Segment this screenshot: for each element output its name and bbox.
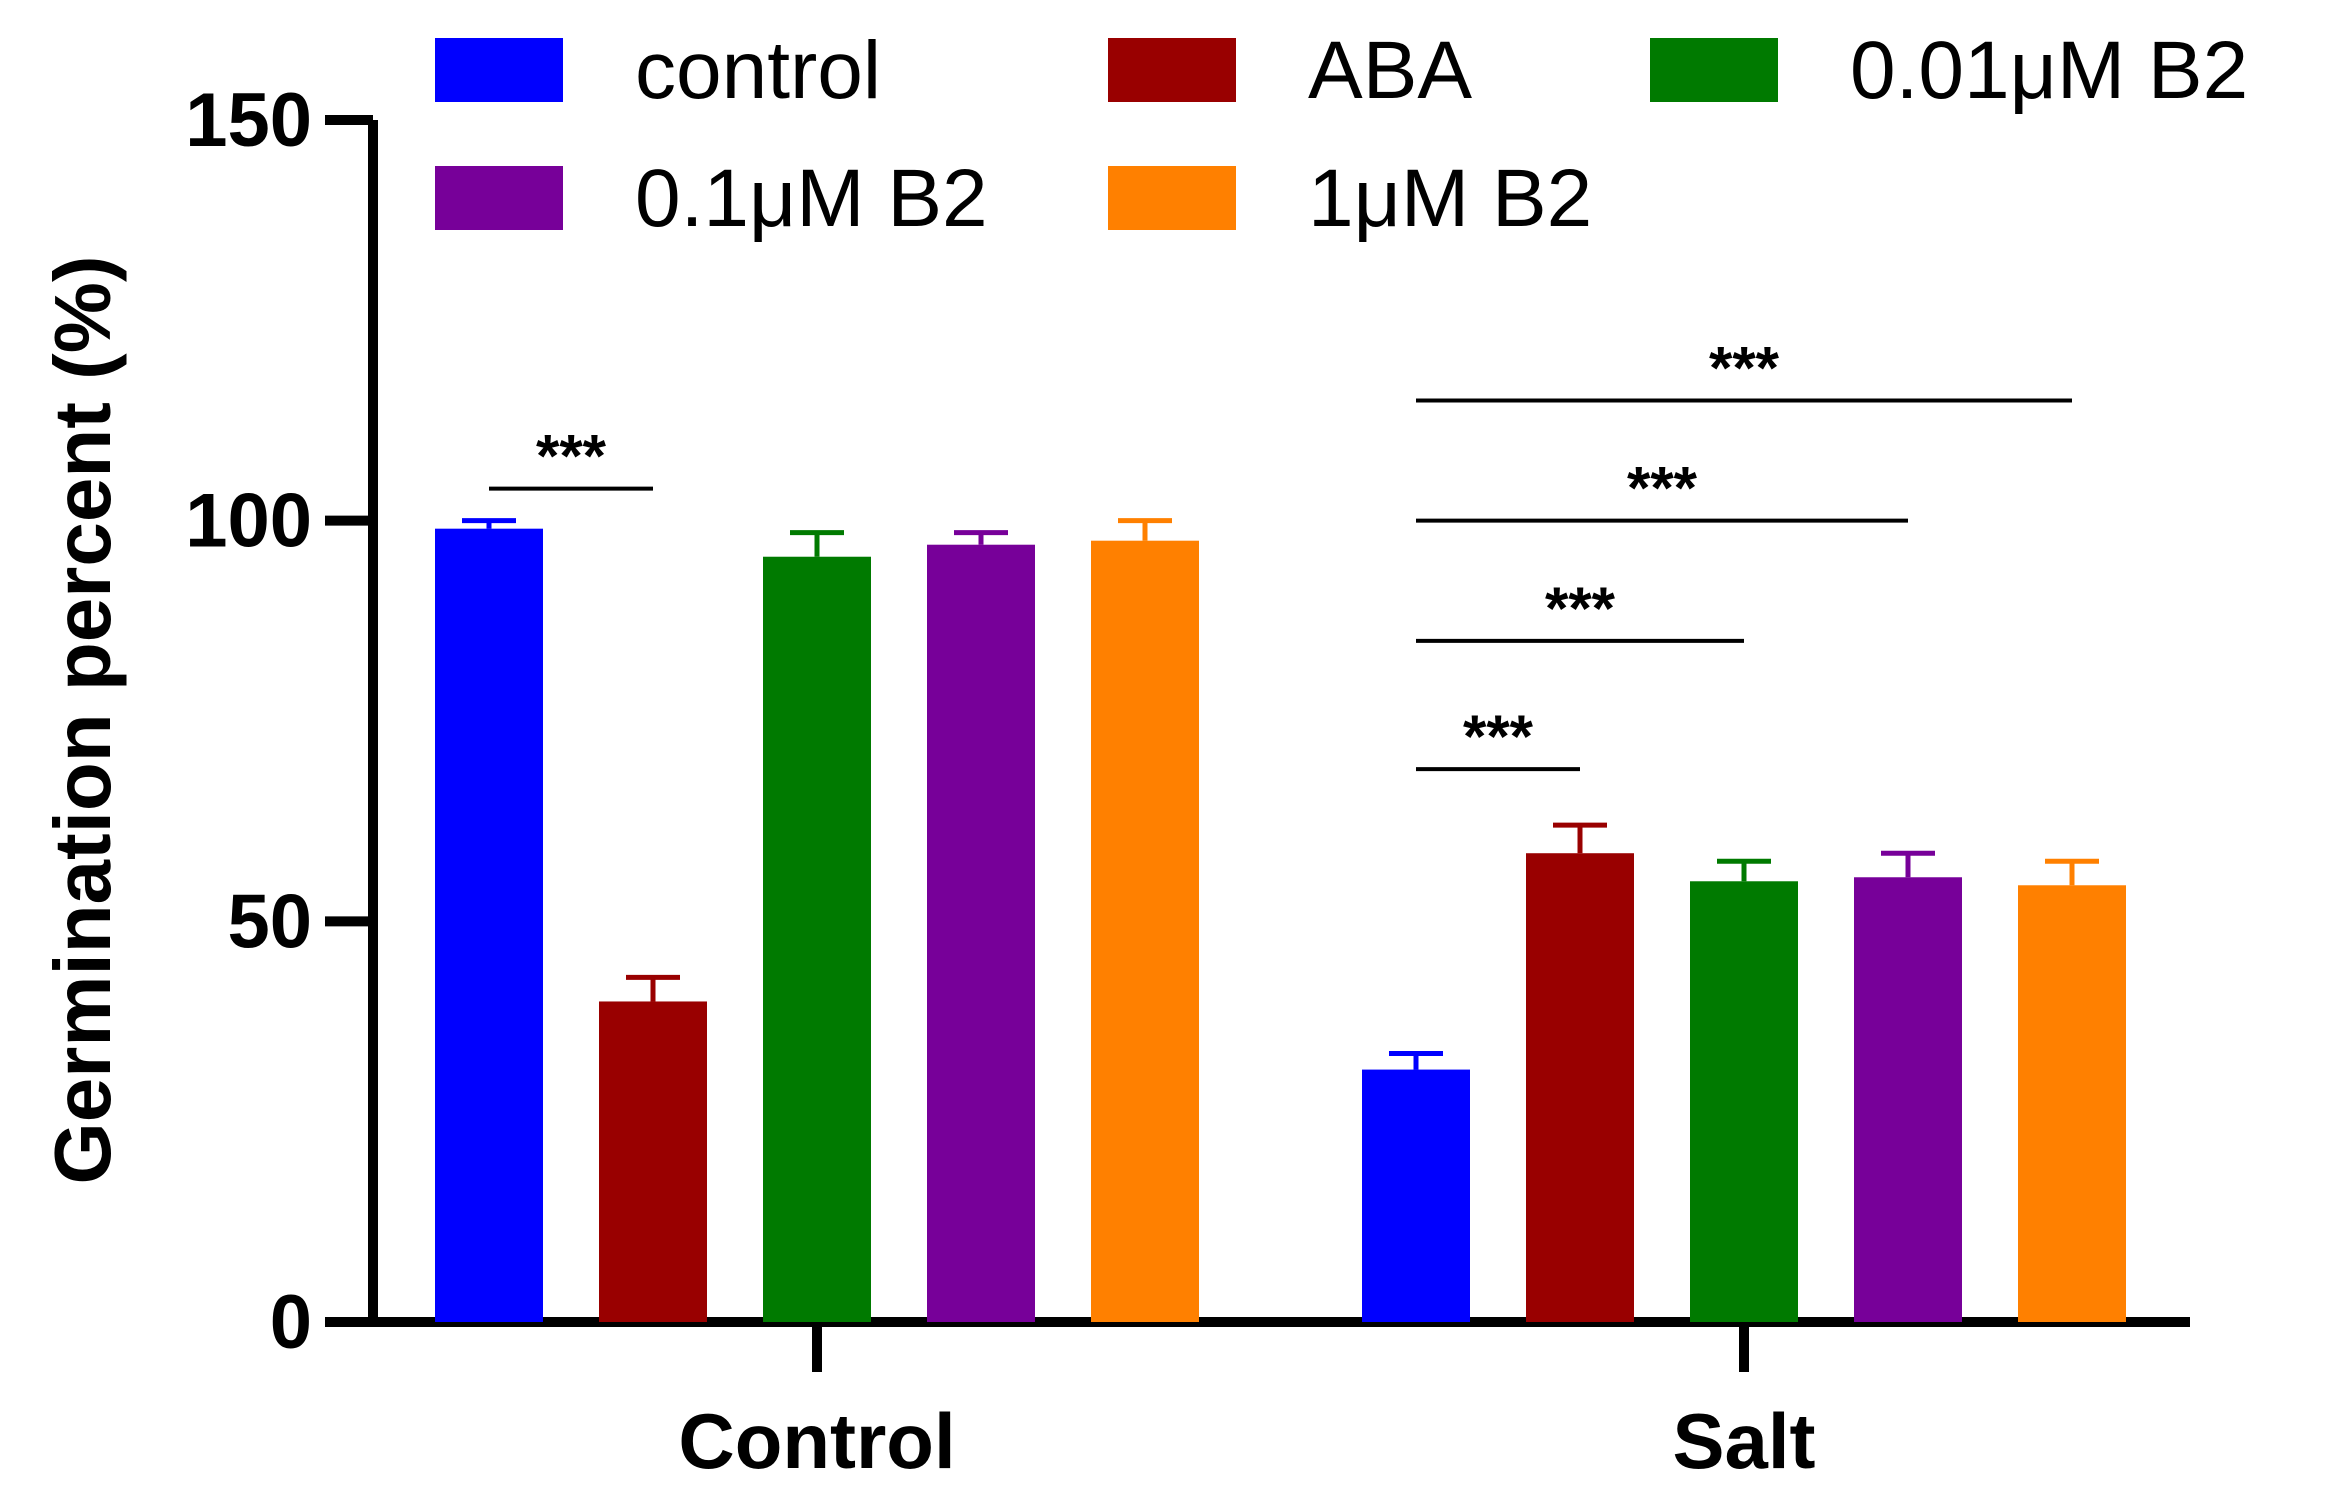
axes: 0 50 100 150 Control Salt bbox=[185, 78, 2190, 1485]
bars bbox=[435, 518, 2126, 1322]
legend-label: 0.01μM B2 bbox=[1850, 25, 2248, 116]
bar bbox=[763, 556, 871, 1322]
significance-label: *** bbox=[536, 423, 607, 490]
bar bbox=[435, 528, 543, 1322]
y-tick-label: 50 bbox=[227, 879, 312, 964]
bar bbox=[2018, 885, 2126, 1322]
legend: control ABA 0.01μM B2 0.1μM B2 1μM B2 bbox=[435, 25, 2248, 244]
significance-annotations: *************** bbox=[489, 334, 2072, 772]
significance-label: *** bbox=[1709, 334, 1780, 401]
y-axis-title: Germination percent (%) bbox=[38, 255, 127, 1184]
bar bbox=[1362, 1069, 1470, 1322]
legend-label: 0.1μM B2 bbox=[635, 153, 988, 244]
y-tick-label: 100 bbox=[185, 479, 312, 564]
significance-label: *** bbox=[1545, 575, 1616, 642]
bar bbox=[1854, 877, 1962, 1322]
legend-label: control bbox=[635, 25, 881, 116]
significance-label: *** bbox=[1463, 703, 1534, 770]
bar bbox=[599, 1001, 707, 1322]
legend-swatch bbox=[1650, 38, 1778, 102]
bar bbox=[927, 544, 1035, 1322]
legend-swatch bbox=[435, 38, 563, 102]
legend-swatch bbox=[435, 166, 563, 230]
y-tick-label: 0 bbox=[270, 1280, 312, 1365]
bar bbox=[1690, 881, 1798, 1322]
legend-label: ABA bbox=[1308, 25, 1472, 116]
legend-swatch bbox=[1108, 38, 1236, 102]
bar bbox=[1526, 853, 1634, 1322]
legend-label: 1μM B2 bbox=[1308, 153, 1592, 244]
x-tick-label: Control bbox=[678, 1397, 955, 1485]
legend-swatch bbox=[1108, 166, 1236, 230]
significance-label: *** bbox=[1627, 455, 1698, 522]
x-tick-label: Salt bbox=[1672, 1397, 1815, 1485]
bar bbox=[1091, 540, 1199, 1322]
y-tick-label: 150 bbox=[185, 78, 312, 163]
